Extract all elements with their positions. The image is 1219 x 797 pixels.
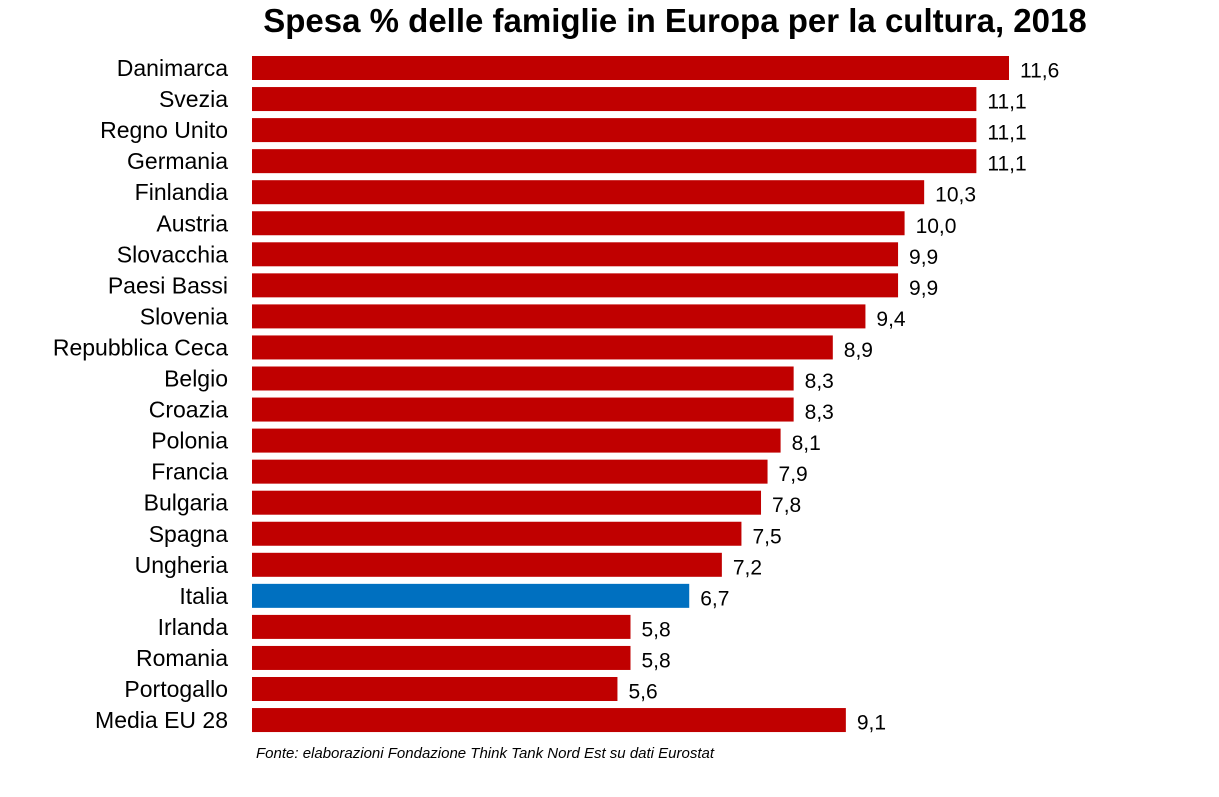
category-label: Svezia	[159, 86, 228, 112]
value-label: 7,8	[772, 494, 801, 517]
bar	[252, 428, 781, 453]
category-label: Ungheria	[135, 552, 229, 578]
bar	[252, 180, 925, 205]
bar	[252, 397, 794, 422]
bar	[252, 677, 618, 701]
bar	[252, 56, 1009, 80]
bar	[252, 149, 977, 174]
category-label: Finlandia	[135, 179, 229, 205]
value-label: 5,8	[642, 649, 671, 672]
category-label: Romania	[136, 645, 228, 671]
category-label: Slovacchia	[117, 241, 228, 267]
value-label: 7,2	[733, 556, 762, 579]
category-label: Slovenia	[140, 303, 228, 329]
category-label: Media EU 28	[95, 707, 228, 733]
value-label: 5,8	[642, 618, 671, 641]
category-label: Bulgaria	[144, 490, 229, 516]
bar	[252, 645, 631, 670]
bar	[252, 521, 742, 546]
value-label: 11,6	[1020, 60, 1059, 83]
value-label: 11,1	[987, 91, 1026, 114]
value-label: 11,1	[987, 122, 1026, 145]
value-label: 9,9	[909, 277, 938, 300]
value-label: 10,3	[935, 184, 976, 207]
category-label: Germania	[127, 148, 228, 174]
bar	[252, 459, 768, 484]
category-label: Italia	[179, 583, 228, 609]
value-label: 10,0	[916, 215, 957, 238]
bar	[252, 118, 977, 143]
bar	[252, 366, 794, 391]
value-label: 7,9	[779, 463, 808, 486]
category-label: Portogallo	[124, 676, 228, 702]
bar	[252, 552, 722, 577]
bar	[252, 304, 866, 329]
bar	[252, 211, 905, 236]
value-label: 5,6	[628, 681, 657, 704]
category-label: Polonia	[151, 428, 228, 454]
value-label: 7,5	[752, 525, 781, 548]
value-label: 8,1	[792, 432, 821, 455]
category-label: Repubblica Ceca	[53, 334, 228, 360]
bar	[252, 273, 899, 298]
category-label: Danimarca	[117, 55, 228, 81]
value-label: 8,3	[805, 370, 834, 393]
value-label: 9,1	[857, 712, 886, 735]
value-label: 9,4	[876, 308, 906, 331]
bar	[252, 708, 846, 733]
value-label: 6,7	[700, 587, 729, 610]
value-label: 8,9	[844, 339, 873, 362]
category-label: Irlanda	[158, 614, 229, 640]
category-label: Austria	[156, 210, 228, 236]
category-label: Croazia	[149, 397, 228, 423]
bar	[252, 490, 762, 515]
bar	[252, 87, 977, 112]
category-label: Francia	[151, 459, 228, 485]
bar	[252, 583, 690, 608]
bar	[252, 242, 899, 267]
value-label: 8,3	[805, 401, 834, 424]
value-label: 9,9	[909, 246, 938, 269]
category-label: Belgio	[164, 366, 228, 392]
bar	[252, 335, 833, 360]
bar	[252, 614, 631, 639]
value-label: 11,1	[987, 153, 1026, 176]
category-label: Regno Unito	[100, 117, 228, 143]
category-label: Paesi Bassi	[108, 272, 228, 298]
category-label: Spagna	[149, 521, 229, 547]
source-note: Fonte: elaborazioni Fondazione Think Tan…	[256, 745, 715, 762]
chart-title: Spesa % delle famiglie in Europa per la …	[263, 2, 1087, 39]
